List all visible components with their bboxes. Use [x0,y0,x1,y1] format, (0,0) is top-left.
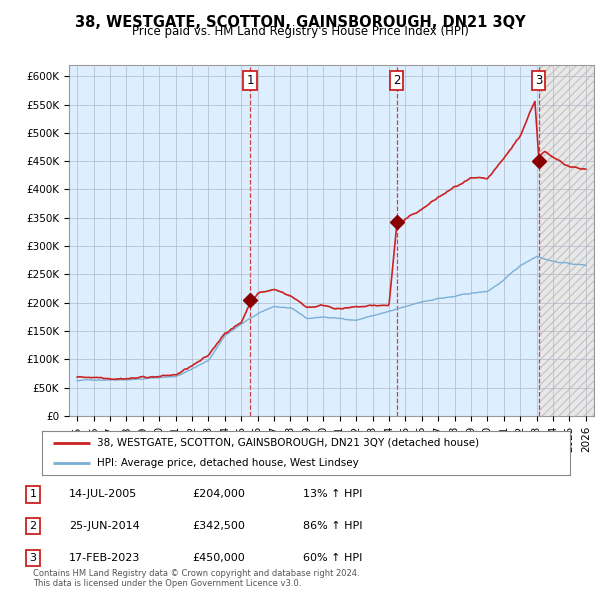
Bar [539,65,594,416]
Text: 13% ↑ HPI: 13% ↑ HPI [303,490,362,499]
Text: £450,000: £450,000 [192,553,245,563]
Text: 38, WESTGATE, SCOTTON, GAINSBOROUGH, DN21 3QY (detached house): 38, WESTGATE, SCOTTON, GAINSBOROUGH, DN2… [97,438,479,448]
Text: HPI: Average price, detached house, West Lindsey: HPI: Average price, detached house, West… [97,458,359,468]
Text: 3: 3 [29,553,37,563]
Text: 1: 1 [29,490,37,499]
Text: 14-JUL-2005: 14-JUL-2005 [69,490,137,499]
Text: 2: 2 [393,74,401,87]
Text: Contains HM Land Registry data © Crown copyright and database right 2024.
This d: Contains HM Land Registry data © Crown c… [33,569,359,588]
Text: Price paid vs. HM Land Registry's House Price Index (HPI): Price paid vs. HM Land Registry's House … [131,25,469,38]
Text: 86% ↑ HPI: 86% ↑ HPI [303,522,362,531]
Text: 1: 1 [247,74,254,87]
Text: 60% ↑ HPI: 60% ↑ HPI [303,553,362,563]
Text: 3: 3 [535,74,542,87]
Text: 17-FEB-2023: 17-FEB-2023 [69,553,140,563]
Text: 38, WESTGATE, SCOTTON, GAINSBOROUGH, DN21 3QY: 38, WESTGATE, SCOTTON, GAINSBOROUGH, DN2… [74,15,526,30]
Text: £342,500: £342,500 [192,522,245,531]
Text: 2: 2 [29,522,37,531]
Bar [69,65,539,416]
Text: £204,000: £204,000 [192,490,245,499]
Text: 25-JUN-2014: 25-JUN-2014 [69,522,140,531]
